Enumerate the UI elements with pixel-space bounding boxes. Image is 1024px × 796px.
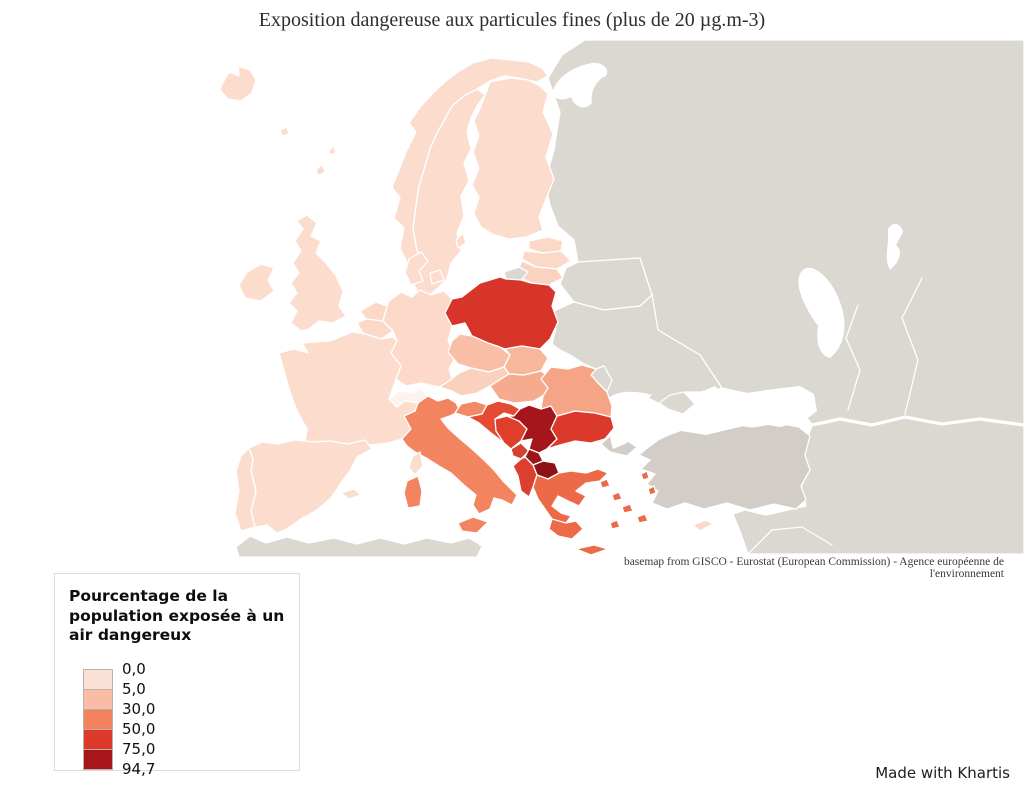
made-with-khartis: Made with Khartis — [875, 764, 1010, 782]
border-line — [747, 526, 833, 555]
legend-swatches — [83, 668, 113, 779]
region-crimea — [658, 391, 696, 415]
country-greece — [532, 468, 657, 556]
country-denmark — [404, 251, 445, 286]
legend-break-label: 5,0 — [122, 679, 146, 698]
legend-swatch — [83, 688, 113, 710]
country-iceland — [219, 65, 257, 102]
legend-break-label: 30,0 — [122, 699, 156, 718]
country-latvia — [521, 250, 572, 270]
region-kaliningrad — [503, 266, 529, 281]
legend-swatch — [83, 748, 113, 770]
country-italy — [401, 395, 518, 515]
balearic-islands — [340, 488, 362, 500]
shetland-islands — [315, 145, 337, 177]
black-sea — [607, 386, 817, 449]
legend-break-label: 50,0 — [122, 719, 156, 738]
country-germany — [382, 289, 457, 388]
legend-break-label: 0,0 — [122, 659, 146, 678]
country-portugal — [234, 447, 257, 532]
legend-break-label: 75,0 — [122, 739, 156, 758]
country-sweden — [410, 88, 486, 298]
country-montenegro — [510, 442, 530, 460]
legend-break-label: 94,7 — [122, 759, 156, 778]
border-line — [845, 304, 861, 411]
country-netherlands — [359, 301, 388, 322]
corsica-island — [408, 451, 424, 476]
sea-of-azov — [700, 386, 723, 401]
map-title: Exposition dangereuse aux particules fin… — [258, 9, 766, 31]
country-united-kingdom — [288, 214, 347, 332]
caspian-sea — [798, 267, 845, 358]
country-poland — [444, 276, 559, 350]
country-faroe-islands — [279, 126, 290, 137]
white-sea — [552, 62, 608, 108]
country-cyprus — [692, 519, 714, 532]
country-finland — [471, 77, 555, 240]
basemap-attribution: basemap from GISCO - Eurostat (European … — [623, 556, 1004, 580]
border-line — [901, 277, 923, 415]
legend-title: Pourcentage de la population exposée à u… — [69, 587, 285, 644]
legend-labels: 0,0 5,0 30,0 50,0 75,0 94,7 — [122, 660, 192, 779]
country-romania — [540, 364, 613, 418]
legend-swatch — [83, 728, 113, 750]
gotland-island — [455, 232, 467, 249]
legend: Pourcentage de la population exposée à u… — [54, 573, 300, 778]
sicily-island — [457, 516, 489, 534]
aral-lake — [886, 223, 903, 270]
legend-swatch — [83, 708, 113, 730]
country-albania — [512, 456, 538, 498]
sardinia-island — [403, 475, 423, 509]
country-estonia — [528, 236, 564, 254]
legend-swatch — [83, 668, 113, 690]
region-north-africa — [235, 535, 483, 558]
country-spain — [248, 439, 373, 534]
country-ireland — [238, 263, 275, 302]
legend-scale: 0,0 5,0 30,0 50,0 75,0 94,7 — [83, 660, 299, 779]
